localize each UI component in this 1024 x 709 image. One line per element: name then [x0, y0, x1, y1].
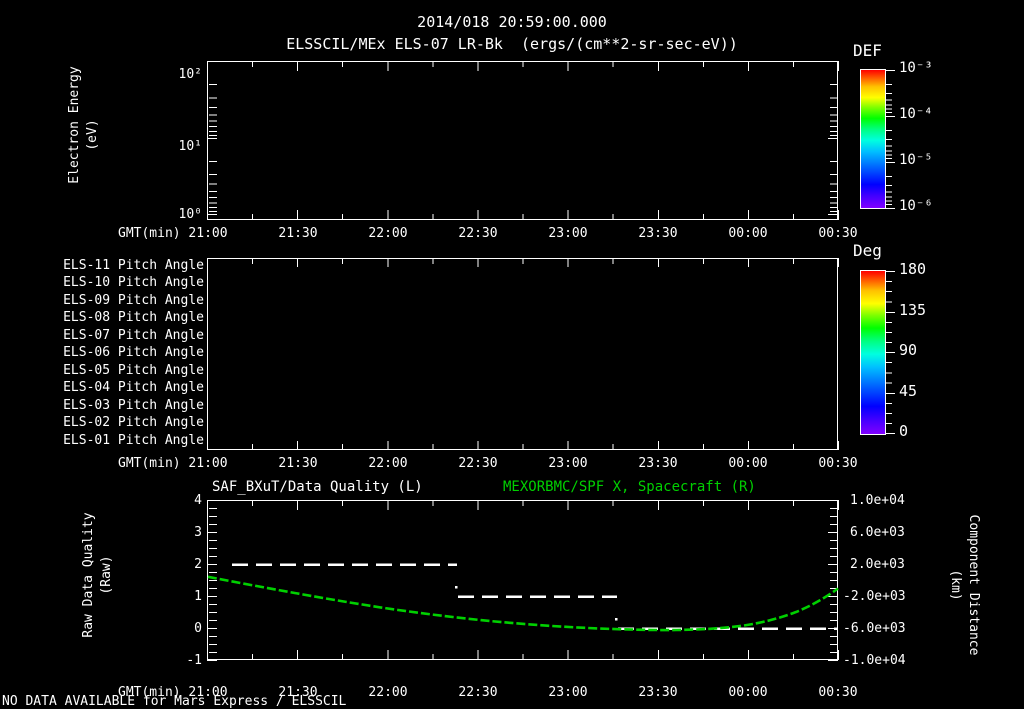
panel1-xtick-1: 21:30: [278, 226, 318, 241]
panel3-left-ytick-0: 4: [194, 493, 202, 508]
colorbar-deg-tick-0: 180: [899, 260, 927, 278]
pitch-row-label-7: ELS-04 Pitch Angle: [63, 380, 204, 395]
panel2-xtick-6: 00:00: [728, 456, 768, 471]
pitch-row-label-1: ELS-10 Pitch Angle: [63, 275, 204, 290]
panel1-xtick-0: 21:00: [188, 226, 228, 241]
panel2-xtick-0: 21:00: [188, 456, 228, 471]
colorbar-deg-ticks: [886, 271, 895, 434]
panel3-xtick-7: 00:30: [818, 685, 858, 700]
panel2-xticks: [207, 258, 839, 450]
panel3-legend-right: MEXORBMC/SPF X, Spacecraft (R): [503, 479, 756, 495]
panel2-xtick-5: 23:30: [638, 456, 678, 471]
panel1-ytick-100: 10²: [178, 67, 202, 82]
colorbar-deg-title: Deg: [853, 241, 882, 260]
panel1-xtick-3: 22:30: [458, 226, 498, 241]
panel1-ylabel-line2: (eV): [85, 119, 100, 151]
panel1-ticks: [207, 61, 838, 215]
panel2-xtick-1: 21:30: [278, 456, 318, 471]
panel3-ylabel-right-line1: Component Distance: [966, 514, 981, 656]
panel3-right-ytick-5: -1.0e+04: [843, 653, 906, 668]
panel3-legend-left: SAF_BXuT/Data Quality (L): [212, 479, 423, 495]
pitch-row-label-0: ELS-11 Pitch Angle: [63, 258, 204, 273]
panel3-xtick-2: 22:00: [368, 685, 408, 700]
colorbar-deg-tick-2: 90: [899, 341, 918, 359]
colorbar-def-tick-1: 10⁻⁴: [899, 106, 933, 122]
panel2-xtick-2: 22:00: [368, 456, 408, 471]
colorbar-deg-tick-1: 135: [899, 301, 927, 319]
pitch-row-label-2: ELS-09 Pitch Angle: [63, 293, 204, 308]
panel3-xtick-3: 22:30: [458, 685, 498, 700]
colorbar-def-tick-3: 10⁻⁶: [899, 198, 933, 214]
status-message: NO DATA AVAILABLE for Mars Express / ELS…: [2, 694, 347, 709]
pitch-row-label-6: ELS-05 Pitch Angle: [63, 363, 204, 378]
panel3-left-ytick-2: 2: [194, 557, 202, 572]
panel3-ylabel-left-line2: (Raw): [99, 555, 114, 595]
panel3-xtick-4: 23:00: [548, 685, 588, 700]
panel1-ytick-10: 10¹: [178, 139, 202, 154]
panel3-left-ytick-4: 0: [194, 621, 202, 636]
pitch-row-label-8: ELS-03 Pitch Angle: [63, 398, 204, 413]
colorbar-deg[interactable]: [860, 270, 886, 435]
panel3-xtick-5: 23:30: [638, 685, 678, 700]
series-data-quality: [232, 563, 838, 630]
panel3-right-ytick-2: 2.0e+03: [850, 557, 905, 572]
page-subtitle: ELSSCIL/MEx ELS-07 LR-Bk (ergs/(cm**2-sr…: [286, 35, 738, 53]
colorbar-deg-tick-3: 45: [899, 382, 918, 400]
panel2-xtick-3: 22:30: [458, 456, 498, 471]
colorbar-deg-gradient: [861, 271, 885, 434]
panel-pitch-angle-spectrogram[interactable]: [207, 258, 838, 450]
panel3-xticks: [207, 500, 839, 660]
panel3-ylabel-left-line1: Raw Data Quality: [81, 512, 96, 638]
panel3-left-ytick-1: 3: [194, 525, 202, 540]
panel1-xtick-2: 22:00: [368, 226, 408, 241]
panel3-data-traces: [207, 563, 839, 632]
colorbar-def-tick-2: 10⁻⁵: [899, 152, 933, 168]
panel3-xtick-6: 00:00: [728, 685, 768, 700]
panel1-xtick-5: 23:30: [638, 226, 678, 241]
panel1-xticks: [207, 61, 839, 220]
panel3-right-ytick-3: -2.0e+03: [843, 589, 906, 604]
panel-data-quality-distance[interactable]: [207, 500, 838, 660]
series-spacecraft-distance: [207, 575, 839, 632]
panel1-xtick-7: 00:30: [818, 226, 858, 241]
panel3-right-ytick-0: 1.0e+04: [850, 493, 905, 508]
panel1-xtick-4: 23:00: [548, 226, 588, 241]
pitch-row-label-3: ELS-08 Pitch Angle: [63, 310, 204, 325]
panel-electron-energy-spectrogram[interactable]: [207, 61, 838, 220]
colorbar-def[interactable]: [860, 69, 886, 209]
colorbar-def-ticks: [886, 70, 895, 209]
panel1-xtick-6: 00:00: [728, 226, 768, 241]
colorbar-def-title: DEF: [853, 41, 882, 60]
colorbar-deg-tick-4: 0: [899, 422, 909, 440]
panel2-xtick-4: 23:00: [548, 456, 588, 471]
panel3-right-ytick-4: -6.0e+03: [843, 621, 906, 636]
panel1-ylabel-line1: Electron Energy: [67, 66, 82, 184]
colorbar-def-tick-0: 10⁻³: [899, 60, 933, 76]
panel3-xtick-1: 21:30: [278, 685, 318, 700]
panel1-ytick-1: 10⁰: [178, 207, 202, 222]
pitch-row-label-5: ELS-06 Pitch Angle: [63, 345, 204, 360]
panel3-xaxis-label: GMT(min): [118, 685, 181, 700]
colorbar-def-gradient: [861, 70, 885, 208]
panel3-xtick-0: 21:00: [188, 685, 228, 700]
pitch-row-label-4: ELS-07 Pitch Angle: [63, 328, 204, 343]
page-title: 2014/018 20:59:00.000: [417, 13, 607, 31]
panel2-xtick-7: 00:30: [818, 456, 858, 471]
panel2-xaxis-label: GMT(min): [118, 456, 181, 471]
panel1-xaxis-label: GMT(min): [118, 226, 181, 241]
pitch-row-label-10: ELS-01 Pitch Angle: [63, 433, 204, 448]
panel3-left-ytick-3: 1: [194, 589, 202, 604]
panel3-ticks: [207, 500, 838, 661]
pitch-row-label-9: ELS-02 Pitch Angle: [63, 415, 204, 430]
panel3-right-ytick-1: 6.0e+03: [850, 525, 905, 540]
panel3-ylabel-right-line2: (km): [948, 569, 963, 601]
panel3-left-ytick-5: -1: [186, 653, 202, 668]
